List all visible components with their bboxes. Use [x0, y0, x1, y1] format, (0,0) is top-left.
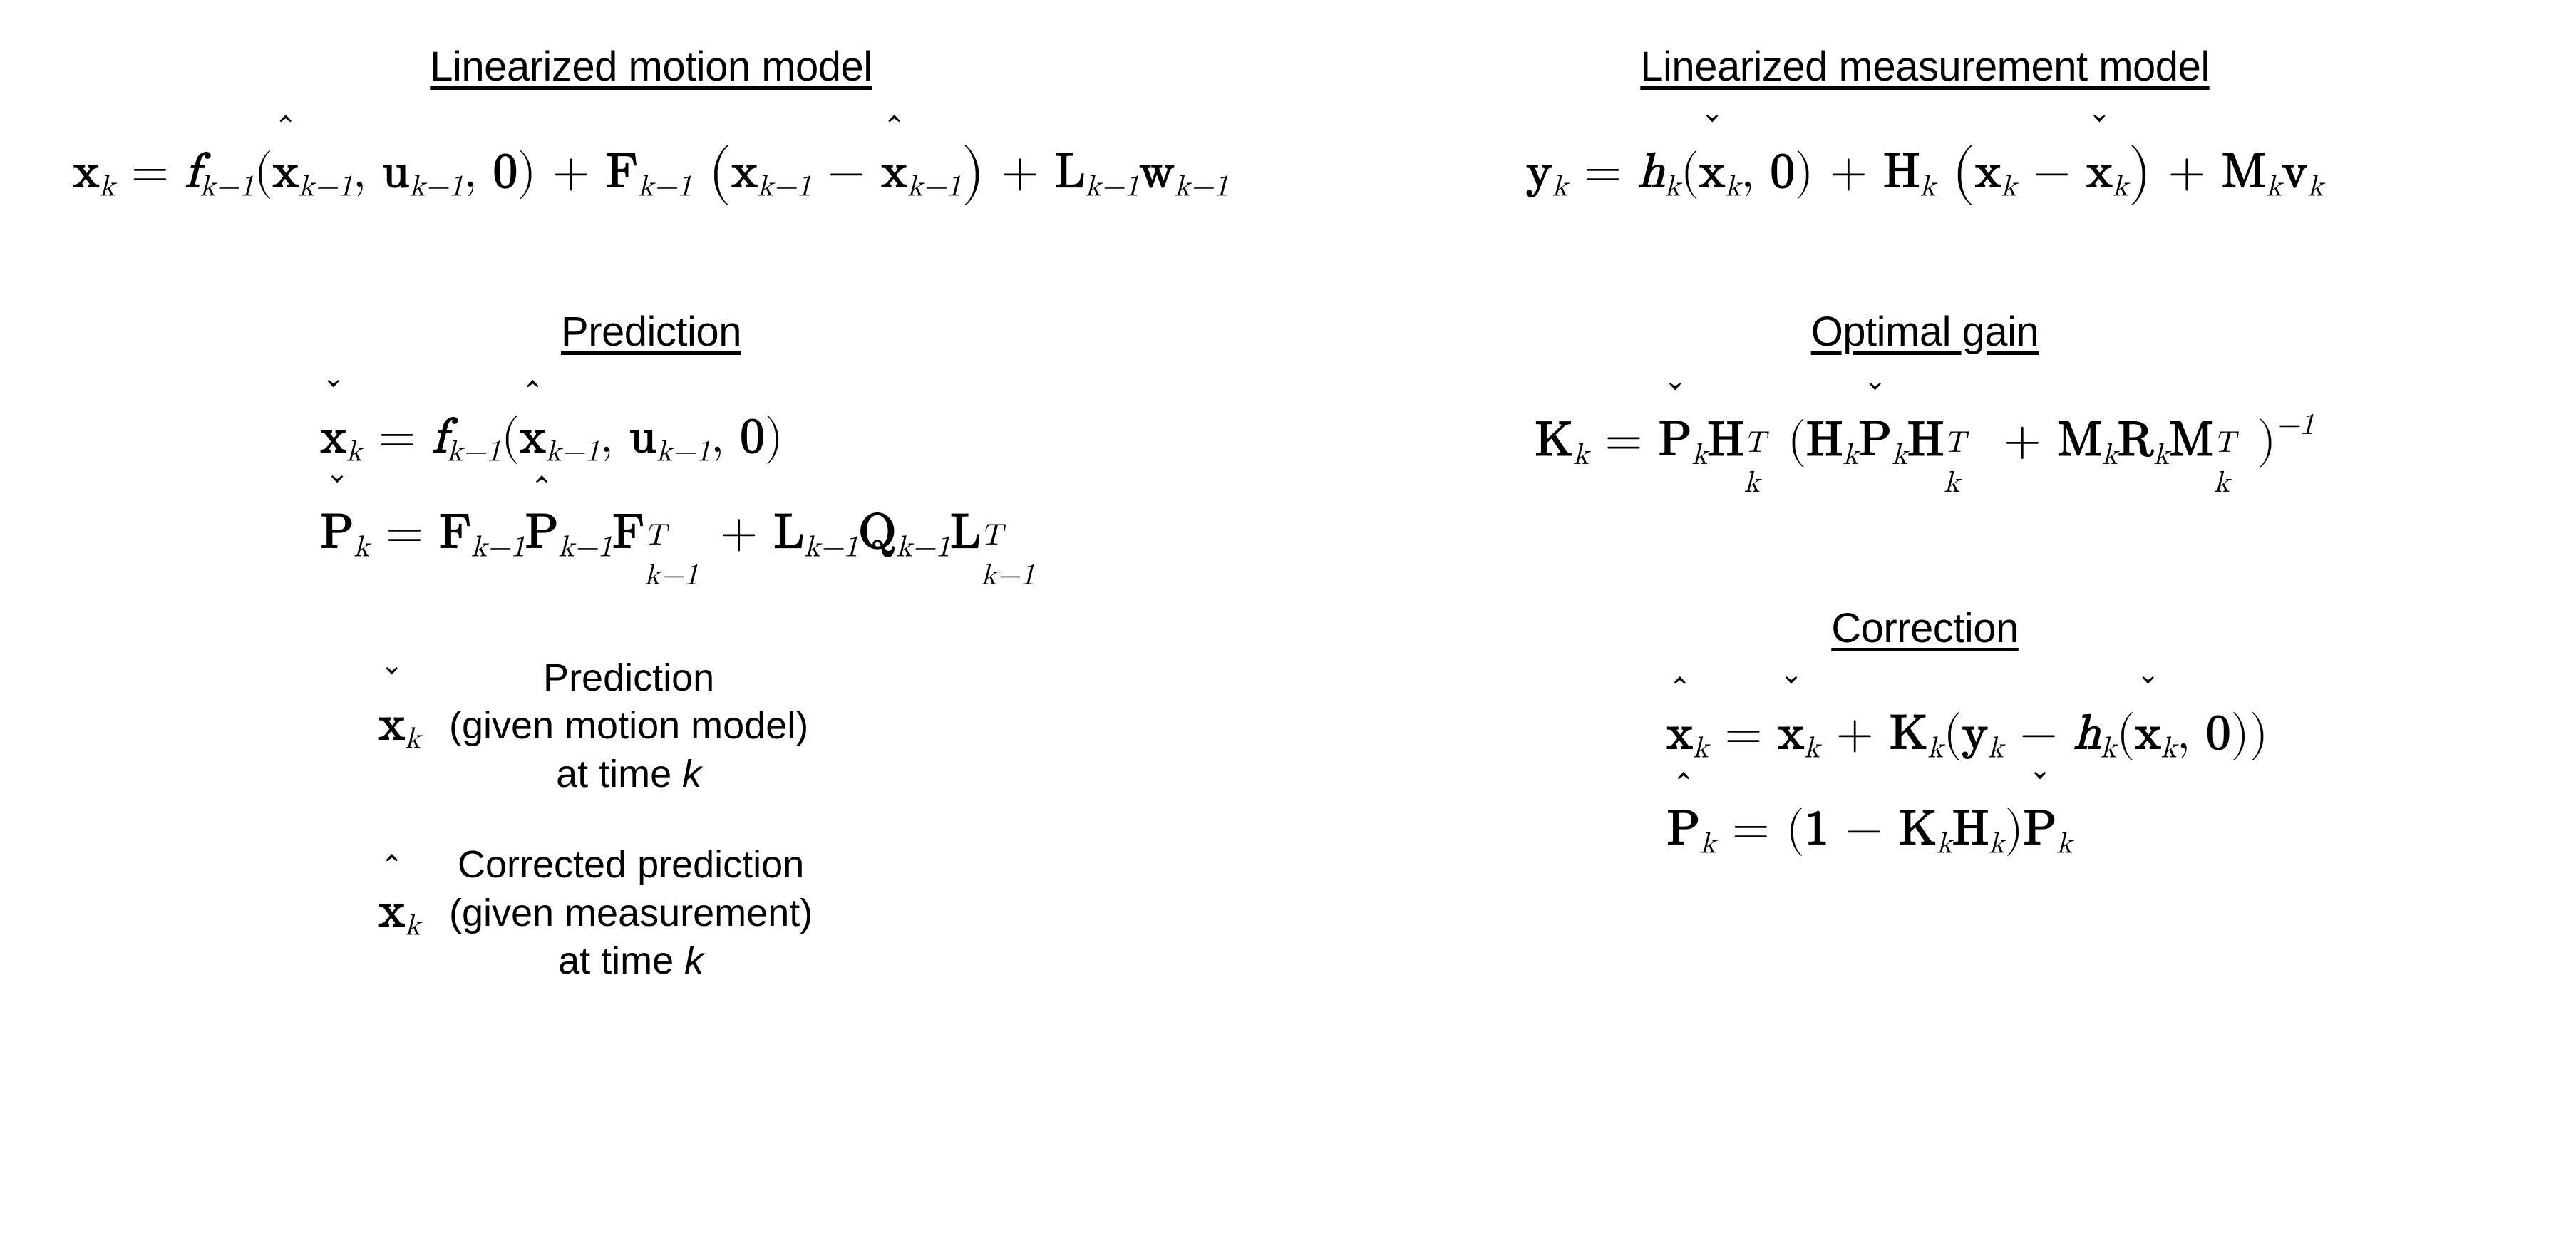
equation-motion-model: xk = fk−1(ˆxk−1, uk−1, 0) + Fk−1 (xk−1 −… [57, 140, 1245, 208]
equation-optimal-gain: Kk = ˇPkHTk(HkˇPkHTk + MkRkMTk)−1 [1331, 406, 2519, 476]
legend-text-corrected: Corrected prediction(given measurement)a… [449, 841, 813, 986]
heading-optimal-gain: Optimal gain [1331, 308, 2519, 356]
equation-measurement-model: yk = hk(ˇxk, 0) + Hk (xk − ˇxk) + Mkvk [1331, 140, 2519, 208]
legend-symbol-xhat: ˆxk [356, 879, 421, 947]
legend-table: ˇxk Prediction(given motion model)at tim… [356, 654, 1245, 986]
heading-prediction: Prediction [57, 308, 1245, 356]
heading-correction: Correction [1331, 604, 2519, 652]
right-column: Linearized measurement model yk = hk(ˇxk… [1331, 43, 2519, 1204]
equation-correction-block: ˆxk = ˇxk + Kk(yk − hk(ˇxk, 0)) ˆPk = (1… [1582, 702, 2268, 865]
left-column: Linearized motion model xk = fk−1(ˆxk−1,… [57, 43, 1245, 1204]
legend-row-prediction: ˇxk Prediction(given motion model)at tim… [356, 654, 1245, 799]
equation-prediction-block: ˇxk = fk−1(ˆxk−1, uk−1, 0) ˇPk = Fk−1ˆPk… [278, 406, 1024, 569]
heading-linearized-measurement: Linearized measurement model [1331, 43, 2519, 91]
equation-prediction-x: ˇxk = fk−1(ˆxk−1, uk−1, 0) [321, 406, 783, 473]
legend-text-prediction: Prediction(given motion model)at time k [449, 654, 808, 799]
equation-correction-p: ˆPk = (1 − KkHk)ˇPk [1667, 798, 2073, 865]
legend-row-corrected: ˆxk Corrected prediction(given measureme… [356, 841, 1245, 986]
page-root: Linearized motion model xk = fk−1(ˆxk−1,… [0, 0, 2576, 1233]
equation-correction-x: ˆxk = ˇxk + Kk(yk − hk(ˇxk, 0)) [1667, 702, 2268, 770]
heading-linearized-motion: Linearized motion model [57, 43, 1245, 91]
equation-prediction-p: ˇPk = Fk−1ˆPk−1FTk−1 + Lk−1Qk−1LTk−1 [321, 501, 1024, 569]
legend-symbol-xcheck: ˇxk [356, 693, 421, 760]
